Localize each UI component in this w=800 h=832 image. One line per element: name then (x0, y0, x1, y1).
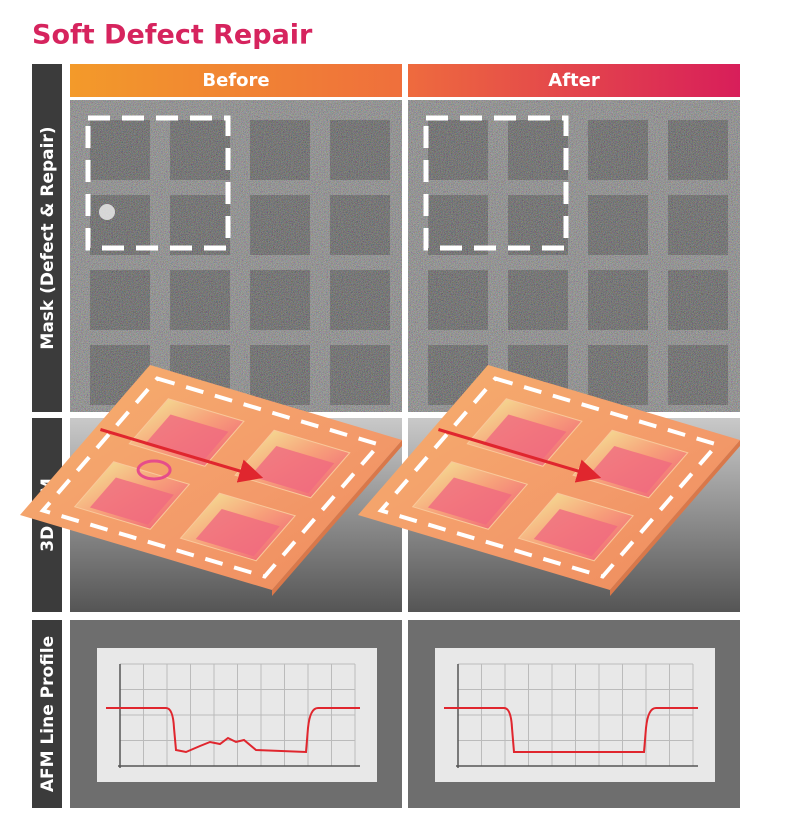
defect (99, 204, 115, 220)
afm-plate-edge (272, 440, 402, 596)
afm-pit-floor (250, 446, 335, 494)
column: Before (20, 64, 402, 808)
row-label-bar (32, 620, 62, 808)
row-label-bar (32, 64, 62, 412)
profile-line (106, 707, 360, 754)
column-header-bar (408, 64, 740, 97)
profile-line (444, 707, 698, 753)
column-header-bar (70, 64, 402, 97)
column-header: Before (202, 70, 269, 91)
column-header: After (548, 70, 600, 91)
mask-noise (408, 100, 740, 412)
afm-pit-floor (533, 509, 618, 557)
afm-defect (136, 459, 172, 481)
mask-noise (70, 100, 402, 412)
afm-pit-floor (195, 509, 280, 557)
scan-arrow (438, 428, 602, 483)
afm-pit-floor (427, 477, 512, 525)
column: After (358, 64, 740, 808)
afm-dash (39, 376, 383, 579)
afm-plate-edge (610, 440, 740, 596)
scan-arrow (100, 428, 264, 483)
afm-dash (377, 376, 721, 579)
row-label: Mask (Defect & Repair) (38, 126, 58, 349)
afm-pit-floor (89, 477, 174, 525)
title: Soft Defect Repair (32, 20, 313, 51)
row-label: AFM Line Profile (38, 636, 58, 792)
afm-pit-floor (588, 446, 673, 494)
repair-box (85, 115, 231, 251)
repair-box (423, 115, 569, 251)
